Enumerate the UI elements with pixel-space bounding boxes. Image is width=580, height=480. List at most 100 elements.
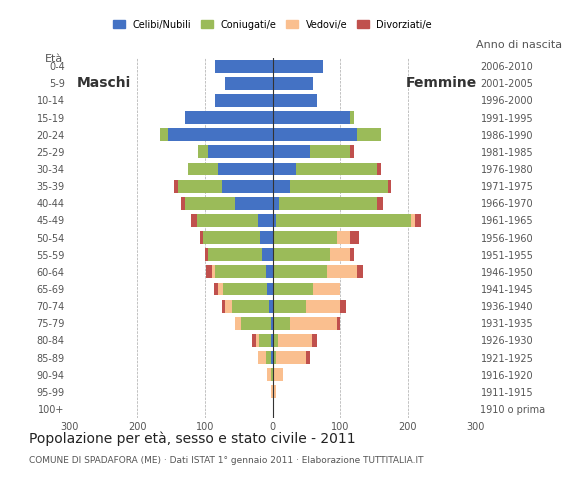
Bar [198, 145, 208, 158]
Bar [350, 111, 354, 124]
Bar [271, 351, 273, 364]
Bar [266, 351, 271, 364]
Bar [223, 283, 267, 296]
Bar [350, 248, 354, 261]
Bar [200, 231, 203, 244]
Bar [280, 197, 378, 210]
Bar [273, 368, 283, 381]
Legend: Celibi/Nubili, Coniugati/e, Vedovi/e, Divorziati/e: Celibi/Nubili, Coniugati/e, Vedovi/e, Di… [110, 16, 436, 34]
Bar [175, 180, 178, 192]
Bar [273, 197, 280, 210]
Bar [273, 351, 276, 364]
Bar [350, 145, 354, 158]
Bar [350, 231, 358, 244]
Bar [215, 283, 218, 296]
Bar [273, 231, 337, 244]
Bar [276, 214, 411, 227]
Bar [263, 248, 273, 261]
Text: COMUNE DI SPADAFORA (ME) · Dati ISTAT 1° gennaio 2011 · Elaborazione TUTTITALIA.: COMUNE DI SPADAFORA (ME) · Dati ISTAT 1°… [29, 456, 423, 465]
Bar [267, 368, 271, 381]
Bar [415, 214, 422, 227]
Bar [215, 94, 273, 107]
Bar [273, 111, 350, 124]
Bar [208, 248, 263, 261]
Bar [252, 334, 256, 347]
Bar [259, 334, 271, 347]
Bar [241, 317, 271, 330]
Bar [188, 163, 219, 176]
Bar [273, 317, 289, 330]
Bar [273, 300, 306, 312]
Text: Età: Età [45, 54, 63, 64]
Bar [273, 334, 278, 347]
Bar [296, 163, 378, 176]
Bar [271, 385, 273, 398]
Bar [306, 351, 310, 364]
Bar [203, 231, 260, 244]
Bar [273, 385, 276, 398]
Bar [219, 163, 273, 176]
Bar [260, 231, 273, 244]
Bar [235, 317, 241, 330]
Bar [273, 214, 276, 227]
Bar [306, 300, 340, 312]
Bar [256, 334, 259, 347]
Bar [313, 283, 340, 296]
Bar [225, 77, 273, 90]
Bar [378, 197, 383, 210]
Bar [215, 265, 266, 278]
Bar [273, 163, 296, 176]
Bar [269, 300, 273, 312]
Bar [184, 197, 235, 210]
Bar [273, 265, 327, 278]
Bar [168, 128, 273, 141]
Bar [235, 197, 273, 210]
Bar [357, 265, 362, 278]
Bar [340, 300, 346, 312]
Bar [273, 145, 310, 158]
Bar [258, 351, 266, 364]
Bar [273, 180, 289, 192]
Bar [267, 283, 273, 296]
Bar [197, 214, 258, 227]
Y-axis label: Anno di nascita: Anno di nascita [476, 40, 561, 50]
Bar [273, 60, 324, 72]
Bar [206, 265, 212, 278]
Bar [289, 317, 337, 330]
Bar [205, 248, 208, 261]
Text: Femmine: Femmine [406, 76, 477, 90]
Bar [289, 180, 387, 192]
Text: Maschi: Maschi [77, 76, 130, 90]
Bar [208, 145, 273, 158]
Bar [191, 214, 197, 227]
Bar [218, 283, 223, 296]
Bar [387, 180, 391, 192]
Bar [271, 317, 273, 330]
Bar [222, 180, 273, 192]
Bar [310, 145, 350, 158]
Bar [273, 128, 357, 141]
Bar [215, 60, 273, 72]
Bar [330, 248, 350, 261]
Bar [212, 265, 215, 278]
Bar [225, 300, 232, 312]
Bar [266, 265, 273, 278]
Bar [278, 334, 312, 347]
Bar [178, 180, 222, 192]
Bar [258, 214, 273, 227]
Bar [271, 334, 273, 347]
Bar [411, 214, 415, 227]
Bar [273, 248, 330, 261]
Bar [337, 317, 340, 330]
Bar [327, 265, 357, 278]
Bar [160, 128, 168, 141]
Bar [312, 334, 317, 347]
Bar [184, 111, 273, 124]
Bar [378, 163, 381, 176]
Text: Popolazione per età, sesso e stato civile - 2011: Popolazione per età, sesso e stato civil… [29, 432, 356, 446]
Bar [273, 283, 313, 296]
Bar [337, 231, 350, 244]
Bar [276, 351, 306, 364]
Bar [357, 128, 381, 141]
Bar [273, 94, 317, 107]
